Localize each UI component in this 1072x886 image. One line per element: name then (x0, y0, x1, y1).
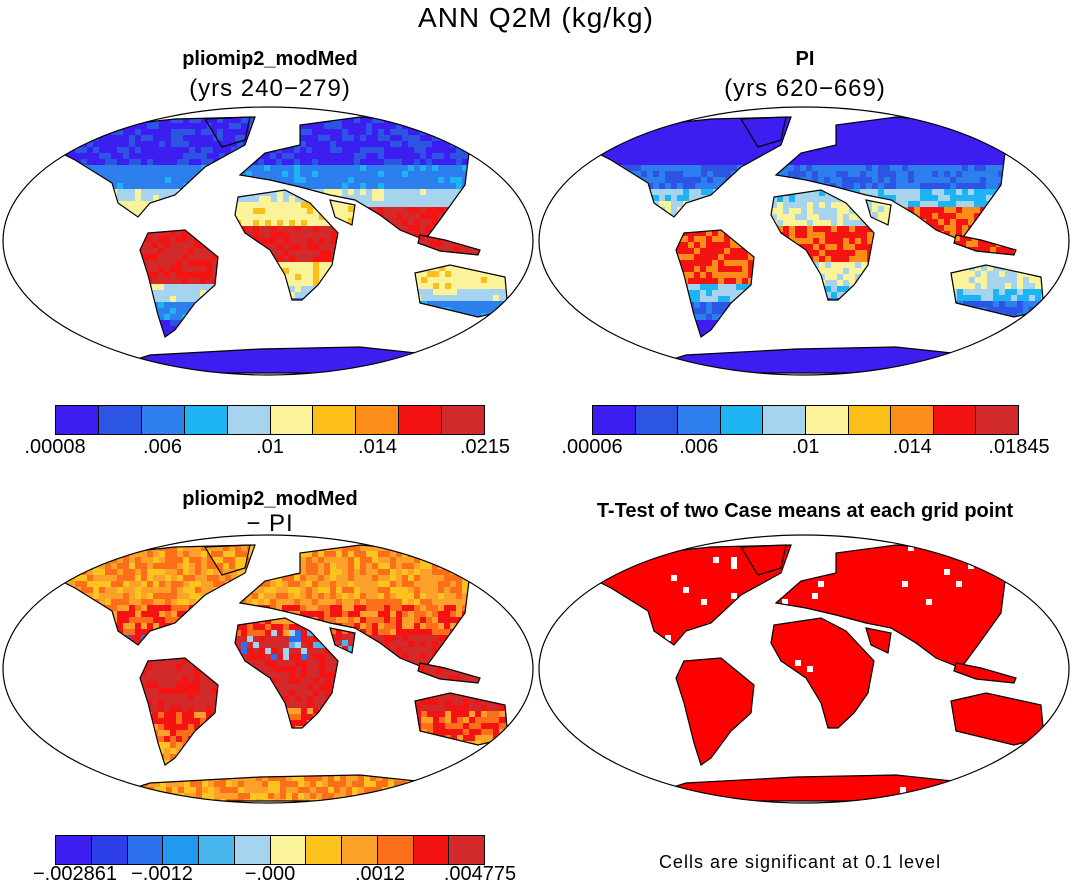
colorbar-swatch-1 (99, 406, 142, 434)
colorbar-swatch-2 (678, 406, 721, 434)
colorbar-tick-label: .0012 (355, 863, 405, 886)
colorbar-tick-label: .006 (143, 436, 182, 459)
panel-3-colorbar (55, 835, 485, 865)
continent-australia (951, 265, 1048, 320)
colorbar-swatch-6 (271, 836, 307, 864)
colorbar-tick-label: .01 (256, 436, 284, 459)
colorbar-tick-label: .004775 (444, 863, 516, 886)
panel-2-subtitle: (yrs 620−669) (655, 75, 955, 103)
panel-1-title: pliomip2_modMed (120, 48, 420, 71)
colorbar-swatch-8 (342, 836, 378, 864)
colorbar-swatch-9 (378, 836, 414, 864)
continent-africa (771, 190, 880, 305)
colorbar-swatch-1 (636, 406, 679, 434)
colorbar-swatch-8 (399, 406, 442, 434)
colorbar-swatch-0 (56, 406, 99, 434)
continent-australia (951, 693, 1048, 748)
continent-africa (235, 618, 344, 733)
colorbar-swatch-9 (442, 406, 484, 434)
colorbar-swatch-3 (185, 406, 228, 434)
colorbar-tick-label: −.002861 (33, 863, 117, 886)
panel-2-title: PI (655, 48, 955, 71)
continent-australia (415, 693, 512, 748)
continent-south-america (140, 658, 219, 767)
colorbar-swatch-6 (313, 406, 356, 434)
colorbar-swatch-0 (56, 836, 92, 864)
colorbar-tick-label: .0215 (460, 436, 510, 459)
colorbar-swatch-4 (228, 406, 271, 434)
colorbar-swatch-1 (92, 836, 128, 864)
panel-3-title: pliomip2_modMed (120, 488, 420, 511)
colorbar-swatch-3 (163, 836, 199, 864)
colorbar-swatch-4 (199, 836, 235, 864)
continent-africa (235, 190, 344, 305)
panel-2-colorbar (592, 405, 1019, 435)
colorbar-swatch-7 (306, 836, 342, 864)
colorbar-tick-label: .01 (792, 436, 820, 459)
colorbar-swatch-6 (849, 406, 892, 434)
continent-africa (771, 618, 880, 733)
colorbar-tick-label: −.000 (245, 863, 296, 886)
colorbar-swatch-5 (271, 406, 314, 434)
panel-4-note: Cells are significant at 0.1 level (580, 852, 1020, 873)
colorbar-swatch-5 (806, 406, 849, 434)
figure-title: ANN Q2M (kg/kg) (0, 2, 1072, 34)
panel-1-colorbar (55, 405, 485, 435)
colorbar-swatch-5 (235, 836, 271, 864)
panel-3-colorbar-ticks: −.002861 −.0012 −.000 .0012 .004775 (0, 863, 540, 885)
colorbar-swatch-9 (976, 406, 1018, 434)
panel-2-map (536, 105, 1072, 378)
colorbar-swatch-4 (763, 406, 806, 434)
colorbar-swatch-2 (142, 406, 185, 434)
panel-1-subtitle: (yrs 240−279) (120, 75, 420, 103)
panel-1-map (0, 105, 537, 378)
continent-australia (415, 265, 512, 320)
continent-south-america (140, 230, 219, 339)
continent-south-america (676, 230, 755, 339)
colorbar-swatch-10 (414, 836, 450, 864)
colorbar-tick-label: .00006 (561, 436, 622, 459)
colorbar-swatch-8 (934, 406, 977, 434)
panel-2-colorbar-ticks: .00006.006.01.014.01845 (592, 436, 1019, 462)
continent-south-america (676, 658, 755, 767)
panel-4-map (536, 533, 1072, 806)
colorbar-swatch-2 (128, 836, 164, 864)
colorbar-tick-label: −.0012 (131, 863, 193, 886)
colorbar-tick-label: .014 (358, 436, 397, 459)
colorbar-tick-label: .014 (893, 436, 932, 459)
colorbar-tick-label: .00008 (24, 436, 85, 459)
colorbar-swatch-3 (721, 406, 764, 434)
panel-1-colorbar-ticks: .00008.006.01.014.0215 (55, 436, 485, 462)
colorbar-tick-label: .006 (679, 436, 718, 459)
colorbar-swatch-7 (891, 406, 934, 434)
colorbar-swatch-11 (449, 836, 484, 864)
panel-4-title: T-Test of two Case means at each grid po… (545, 500, 1065, 523)
colorbar-swatch-7 (356, 406, 399, 434)
colorbar-tick-label: .01845 (988, 436, 1049, 459)
colorbar-swatch-0 (593, 406, 636, 434)
panel-3-map (0, 533, 537, 806)
